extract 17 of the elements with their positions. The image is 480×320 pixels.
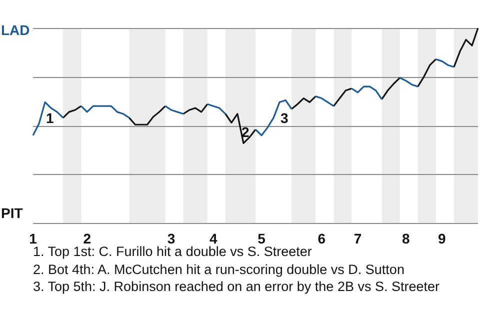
text: 2. Bot 4th: A. McCutchen hit a run-scoring double vs D. Sutton [33,260,406,278]
annotation: 1 [46,110,54,126]
x-tick-label: 8 [402,230,410,246]
x-tick-label: 5 [258,230,266,246]
x-tick-label: 4 [210,230,218,246]
text: PIT [1,205,24,222]
text: 3. Top 5th: J. Robinson reached on an error by the 2B vs S. Streeter [33,278,440,296]
x-tick-label: 7 [354,230,362,246]
x-tick-label: 2 [83,230,92,246]
x-tick-label: 3 [167,230,176,246]
x-tick-label: 1 [29,230,38,246]
annotation: 2 [241,124,250,140]
text: 1. Top 1st: C. Furillo hit a double vs S. Streeter [33,244,312,259]
annotation: 3 [280,110,289,126]
x-tick-label: 6 [318,230,326,246]
x-tick-label: 9 [438,230,446,246]
text: LAD [1,22,30,38]
